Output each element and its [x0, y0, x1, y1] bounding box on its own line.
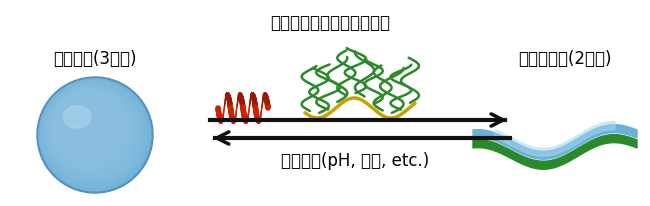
Polygon shape — [473, 125, 637, 159]
Ellipse shape — [63, 106, 91, 128]
Ellipse shape — [40, 80, 148, 187]
Polygon shape — [495, 122, 615, 156]
Ellipse shape — [39, 79, 151, 191]
Text: 脇質シート(2次元): 脇質シート(2次元) — [518, 50, 612, 68]
Ellipse shape — [37, 77, 153, 193]
Text: ペプチド・くし型共重合体: ペプチド・くし型共重合体 — [270, 14, 390, 32]
Ellipse shape — [38, 78, 150, 190]
Ellipse shape — [37, 77, 153, 193]
Ellipse shape — [42, 81, 145, 185]
Polygon shape — [473, 135, 637, 169]
Text: 脇質小胞(3次元): 脇質小胞(3次元) — [53, 50, 136, 68]
Text: 外部刺激(pH, 酵素, etc.): 外部刺激(pH, 酵素, etc.) — [281, 152, 429, 170]
